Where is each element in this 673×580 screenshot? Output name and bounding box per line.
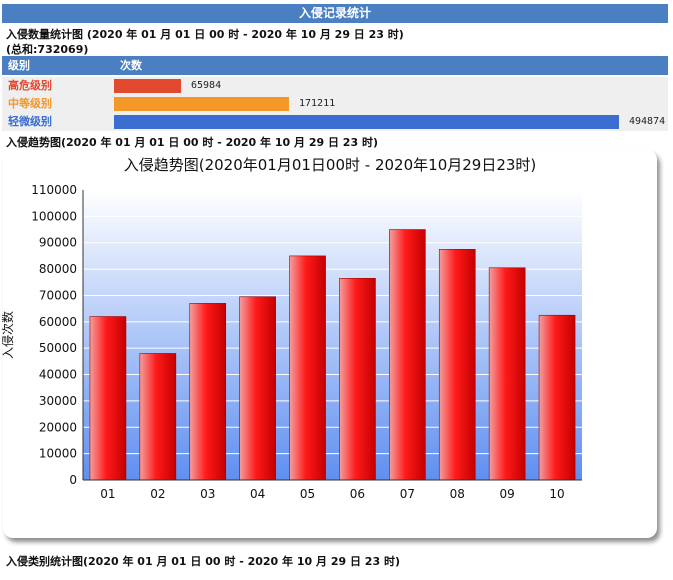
type-section-title: 入侵类别统计图(2020 年 01 月 01 日 00 时 - 2020 年 1… [6, 555, 400, 568]
level-table-header: 级别 次数 [2, 56, 668, 75]
level-bar [114, 115, 619, 129]
level-count: 65984 [191, 80, 222, 91]
y-tick-label: 20000 [39, 420, 77, 434]
level-row-high: 高危级别 65984 [2, 77, 668, 95]
level-section-title: 入侵数量统计图 (2020 年 01 月 01 日 00 时 - 2020 年 … [6, 28, 404, 41]
bar-05 [289, 255, 326, 481]
x-tick-label: 03 [200, 487, 215, 501]
y-tick-label: 40000 [39, 368, 77, 382]
y-tick-label: 110000 [31, 183, 77, 197]
bar-09 [488, 267, 526, 481]
y-tick-label: 70000 [39, 288, 77, 302]
level-row-medium: 中等级别 171211 [2, 95, 668, 113]
y-tick-label: 60000 [39, 315, 77, 329]
y-tick-label: 30000 [39, 394, 77, 408]
y-tick-label: 80000 [39, 262, 77, 276]
x-tick-label: 07 [400, 487, 415, 501]
level-count: 171211 [299, 98, 336, 109]
level-name: 高危级别 [8, 79, 52, 92]
x-tick-label: 10 [549, 487, 564, 501]
level-name: 中等级别 [8, 97, 52, 110]
y-tick-label: 0 [69, 473, 77, 487]
level-column-header: 级别 [8, 59, 30, 72]
y-tick-label: 50000 [39, 341, 77, 355]
stats-banner: 入侵记录统计 [2, 4, 668, 23]
bar-07 [389, 229, 426, 481]
bar-04 [239, 296, 276, 481]
bar-10 [538, 314, 576, 481]
bar-08 [438, 249, 476, 481]
bar-03 [189, 303, 227, 481]
y-axis-label: 入侵次数 [0, 311, 15, 359]
x-tick-labels: 01 02 03 04 05 06 07 08 09 10 [100, 487, 564, 501]
y-tick-label: 90000 [39, 236, 77, 250]
level-bar [114, 79, 181, 93]
level-row-low: 轻微级别 494874 [2, 113, 668, 131]
total-count: (总和:732069) [6, 43, 89, 56]
bars [89, 229, 576, 481]
count-column-header: 次数 [120, 59, 142, 72]
x-tick-label: 04 [250, 487, 265, 501]
level-count: 494874 [629, 116, 666, 127]
x-tick-label: 02 [150, 487, 165, 501]
bar-06 [339, 278, 376, 481]
bar-01 [89, 316, 127, 481]
y-tick-label: 10000 [39, 447, 77, 461]
y-tick-labels: 0 10000 20000 30000 40000 50000 60000 70000 8000… [31, 183, 77, 487]
x-tick-label: 09 [500, 487, 515, 501]
bar-02 [139, 353, 177, 481]
x-tick-label: 08 [450, 487, 465, 501]
chart-title: 入侵趋势图(2020年01月01日00时 - 2020年10月29日23时) [123, 156, 537, 174]
level-bar [114, 97, 289, 111]
x-tick-label: 05 [300, 487, 315, 501]
x-tick-label: 06 [350, 487, 365, 501]
trend-bar-chart: 0 10000 20000 30000 40000 50000 60000 70000 8000… [0, 183, 582, 501]
y-tick-label: 100000 [31, 209, 77, 223]
x-tick-label: 01 [100, 487, 115, 501]
trend-section-title: 入侵趋势图(2020 年 01 月 01 日 00 时 - 2020 年 10 … [6, 136, 378, 149]
level-name: 轻微级别 [8, 115, 52, 128]
